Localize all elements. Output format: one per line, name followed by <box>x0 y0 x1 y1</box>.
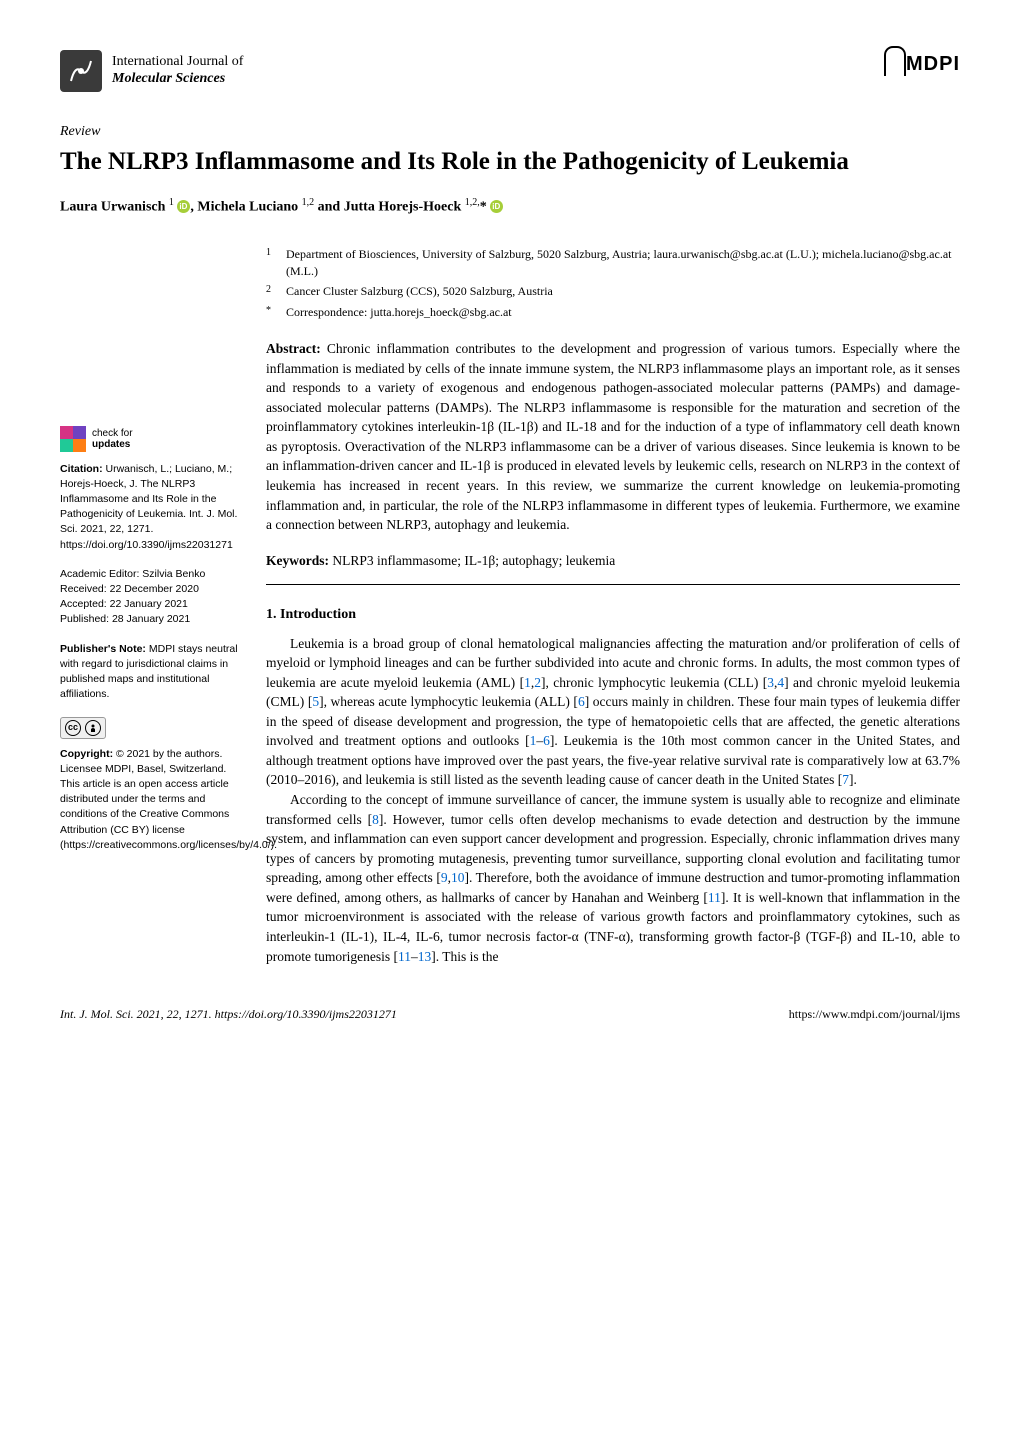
date-received: Received: 22 December 2020 <box>60 582 238 597</box>
publisher-note-block: Publisher's Note: MDPI stays neutral wit… <box>60 642 238 703</box>
journal-name-line2: Molecular Sciences <box>112 71 243 88</box>
citation-label: Citation: <box>60 463 103 475</box>
cc-icon: cc <box>65 720 81 736</box>
citation-block: Citation: Urwanisch, L.; Luciano, M.; Ho… <box>60 462 238 553</box>
dates-block: Academic Editor: Szilvia Benko Received:… <box>60 567 238 628</box>
date-published: Published: 28 January 2021 <box>60 612 238 627</box>
copyright-label: Copyright: <box>60 748 113 760</box>
affiliation-number: 2 <box>266 283 276 300</box>
keywords-label: Keywords: <box>266 553 329 568</box>
check-for-updates-button[interactable]: check for updates <box>60 426 238 452</box>
article-type: Review <box>60 122 960 142</box>
divider <box>266 584 960 585</box>
affiliation-number: 1 <box>266 246 276 281</box>
author-list: Laura Urwanisch 1 , Michela Luciano 1,2 … <box>60 196 960 218</box>
crossmark-icon <box>60 426 86 452</box>
page-footer: Int. J. Mol. Sci. 2021, 22, 1271. https:… <box>60 1006 960 1023</box>
journal-block: International Journal of Molecular Scien… <box>60 50 243 92</box>
correspondence-text: Correspondence: jutta.horejs_hoeck@sbg.a… <box>286 304 512 321</box>
abstract-text: Chronic inflammation contributes to the … <box>266 341 960 532</box>
sidebar: check for updates Citation: Urwanisch, L… <box>60 246 238 967</box>
keywords: Keywords: NLRP3 inflammasome; IL-1β; aut… <box>266 551 960 571</box>
affiliation-row: 1 Department of Biosciences, University … <box>266 246 960 281</box>
section-heading: 1. Introduction <box>266 605 960 625</box>
publisher-note-label: Publisher's Note: <box>60 643 146 655</box>
abstract-label: Abstract: <box>266 341 321 356</box>
journal-name: International Journal of Molecular Scien… <box>112 54 243 88</box>
footer-left: Int. J. Mol. Sci. 2021, 22, 1271. https:… <box>60 1006 397 1023</box>
affiliation-row: 2 Cancer Cluster Salzburg (CCS), 5020 Sa… <box>266 283 960 300</box>
correspondence-row: * Correspondence: jutta.horejs_hoeck@sbg… <box>266 304 960 321</box>
journal-name-line1: International Journal of <box>112 54 243 71</box>
affiliations: 1 Department of Biosciences, University … <box>266 246 960 322</box>
academic-editor: Academic Editor: Szilvia Benko <box>60 567 238 582</box>
keywords-text: NLRP3 inflammasome; IL-1β; autophagy; le… <box>332 553 615 568</box>
body-paragraph: Leukemia is a broad group of clonal hema… <box>266 634 960 791</box>
copyright-text: © 2021 by the authors. Licensee MDPI, Ba… <box>60 748 277 851</box>
article-title: The NLRP3 Inflammasome and Its Role in t… <box>60 146 960 177</box>
orcid-icon <box>490 200 503 213</box>
cc-license-badge: cc <box>60 717 238 739</box>
affiliation-text: Department of Biosciences, University of… <box>286 246 960 281</box>
affiliation-text: Cancer Cluster Salzburg (CCS), 5020 Salz… <box>286 283 553 300</box>
footer-right: https://www.mdpi.com/journal/ijms <box>789 1006 960 1023</box>
copyright-block: Copyright: © 2021 by the authors. Licens… <box>60 747 238 854</box>
publisher-logo: MDPI <box>886 50 960 79</box>
by-icon <box>85 720 101 736</box>
page-header: International Journal of Molecular Scien… <box>60 50 960 92</box>
check-updates-label: check for updates <box>92 428 133 450</box>
abstract: Abstract: Chronic inflammation contribut… <box>266 339 960 535</box>
orcid-icon <box>177 200 190 213</box>
journal-logo-icon <box>60 50 102 92</box>
body-paragraph: According to the concept of immune surve… <box>266 790 960 966</box>
main-column: 1 Department of Biosciences, University … <box>266 246 960 967</box>
citation-text: Urwanisch, L.; Luciano, M.; Horejs-Hoeck… <box>60 463 237 551</box>
correspondence-marker: * <box>266 304 276 321</box>
date-accepted: Accepted: 22 January 2021 <box>60 597 238 612</box>
